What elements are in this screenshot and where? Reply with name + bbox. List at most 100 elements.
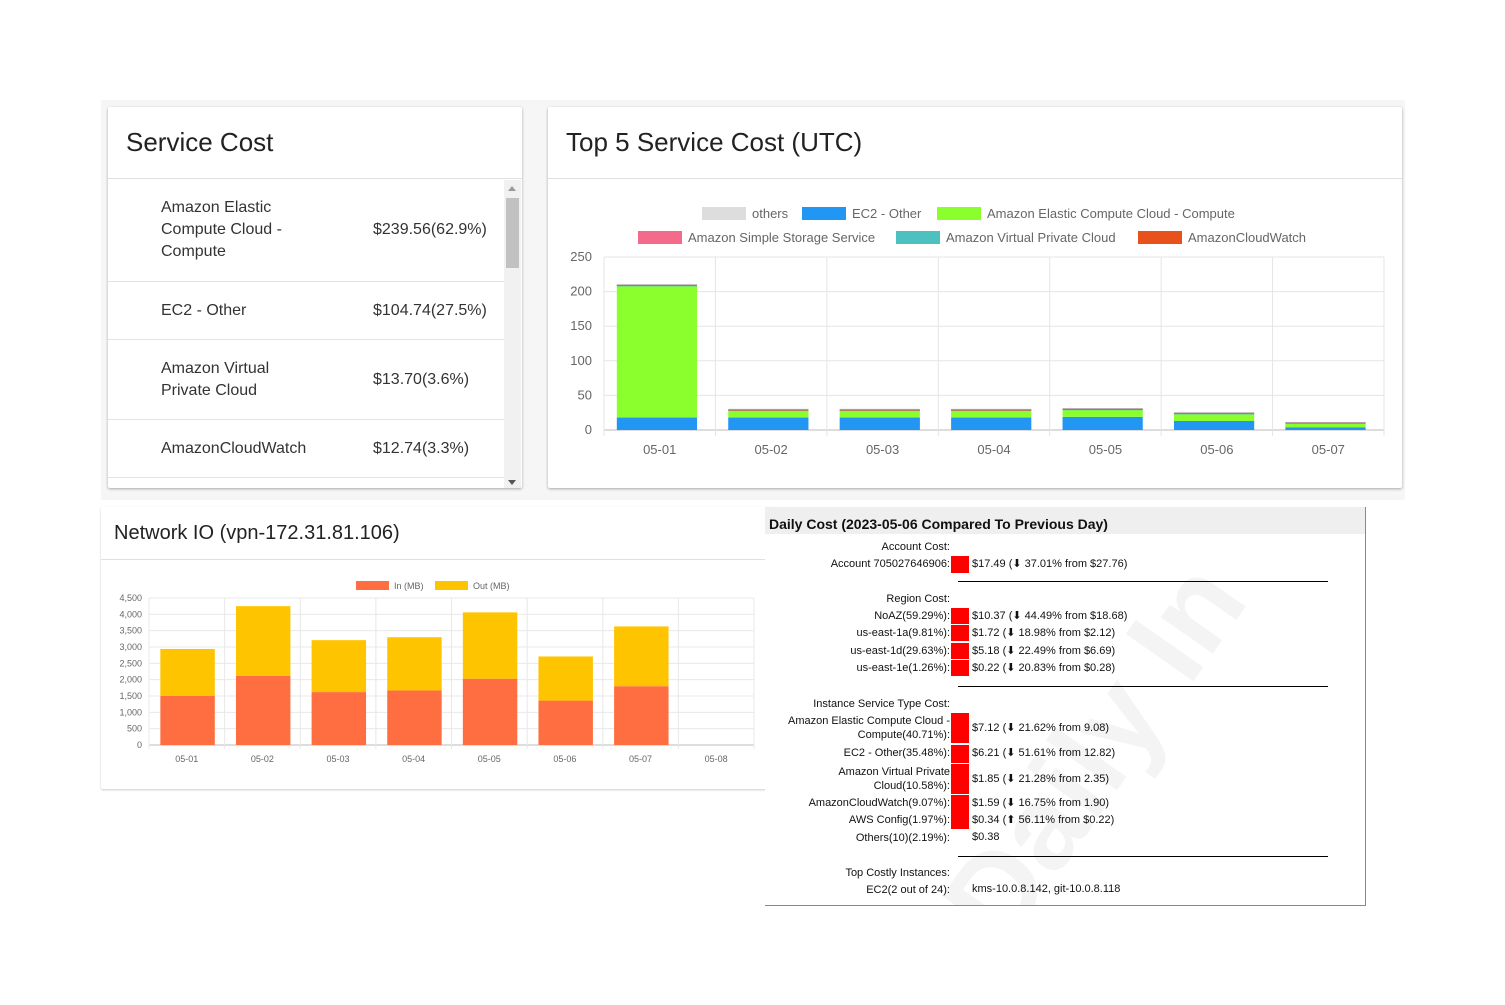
bar-segment[interactable] <box>311 692 367 745</box>
service-list-scrollbar[interactable] <box>504 180 521 488</box>
bar-segment[interactable] <box>538 700 593 745</box>
network-title: Network IO (vpn-172.31.81.106) <box>101 507 771 560</box>
bar-segment[interactable] <box>1173 413 1255 415</box>
bar-segment[interactable] <box>616 284 698 286</box>
legend-item[interactable]: Out (MB) <box>435 581 510 591</box>
service-name: Amazon Virtual Private Cloud <box>161 359 270 399</box>
bar-segment[interactable] <box>616 417 698 430</box>
scroll-up-icon[interactable] <box>508 186 516 191</box>
service-cost-list[interactable]: Amazon Elastic Compute Cloud - Compute $… <box>108 179 504 488</box>
bar-segment[interactable] <box>160 648 215 696</box>
x-tick-label: 05-04 <box>402 754 425 764</box>
bar-segment[interactable] <box>1173 421 1255 430</box>
service-value: $12.74(3.3%) <box>373 439 470 457</box>
cost-row-label: us-east-1a(9.81%): <box>856 627 950 639</box>
bar-segment[interactable] <box>462 612 518 679</box>
service-value: $104.74(27.5%) <box>373 301 487 319</box>
legend-item[interactable]: Amazon Simple Storage Service <box>638 230 875 245</box>
bar-segment[interactable] <box>235 606 291 676</box>
list-item[interactable]: AmazonCloudWatch $12.74(3.3%) <box>108 420 504 478</box>
cost-row-label: Amazon Elastic Compute Cloud - Compute(4… <box>787 715 950 741</box>
bar-segment[interactable] <box>1062 408 1143 410</box>
x-tick-label: 05-02 <box>755 442 788 457</box>
bar-segment[interactable] <box>728 408 809 410</box>
y-tick-label: 100 <box>570 353 592 368</box>
bar-segment[interactable] <box>728 410 809 418</box>
bar-segment[interactable] <box>235 675 291 745</box>
daily-title: Daily Cost (2023-05-06 Compared To Previ… <box>769 516 1108 532</box>
section-header: Top Costly Instances: <box>845 867 950 879</box>
network-io-card: Network IO (vpn-172.31.81.106) In (MB) Ou… <box>101 507 771 789</box>
bar-segment[interactable] <box>614 626 669 687</box>
bar-segment[interactable] <box>839 408 920 410</box>
legend-item[interactable]: Amazon Elastic Compute Cloud - Compute <box>937 206 1235 221</box>
section-divider <box>958 856 1328 857</box>
bar-segment[interactable] <box>839 410 920 418</box>
legend-item[interactable]: EC2 - Other <box>802 206 922 221</box>
bar-segment[interactable] <box>616 285 698 287</box>
x-tick-label: 05-03 <box>866 442 899 457</box>
bar-segment[interactable] <box>387 637 442 691</box>
legend-item[interactable]: others <box>702 206 789 221</box>
x-tick-label: 05-03 <box>327 754 350 764</box>
bar-segment[interactable] <box>951 408 1032 410</box>
legend-label: Amazon Elastic Compute Cloud - Compute <box>987 206 1235 221</box>
list-item[interactable]: EC2 - Other $104.74(27.5%) <box>108 282 504 340</box>
bar-segment[interactable] <box>728 417 809 430</box>
cost-row-value: $1.72 (⬇ 18.98% from $2.12) <box>972 627 1116 639</box>
list-item[interactable]: Amazon Elastic Compute Cloud - Compute $… <box>108 179 504 282</box>
cost-row-label: Account 705027646906: <box>830 558 950 570</box>
cost-indicator-bar <box>951 643 969 659</box>
bar-segment[interactable] <box>462 678 518 745</box>
bar-segment[interactable] <box>1062 409 1143 417</box>
bar-segment[interactable] <box>951 417 1032 430</box>
bar-segment[interactable] <box>614 686 669 745</box>
bar-segment[interactable] <box>839 409 920 411</box>
bar-segment[interactable] <box>1285 422 1366 424</box>
cost-indicator-bar <box>951 625 969 641</box>
cost-row-label: AmazonCloudWatch(9.07%): <box>808 797 950 809</box>
cost-row-label: Amazon Virtual Private Cloud(10.58%): <box>838 766 950 792</box>
x-tick-label: 05-01 <box>175 754 198 764</box>
y-tick-label: 1,500 <box>119 691 142 701</box>
bar-segment[interactable] <box>387 690 442 745</box>
y-tick-label: 0 <box>137 740 142 750</box>
bar-segment[interactable] <box>951 409 1032 411</box>
x-tick-label: 05-06 <box>553 754 576 764</box>
y-tick-label: 150 <box>570 318 592 333</box>
bar-segment[interactable] <box>1285 427 1366 430</box>
cost-row-label: Others(10)(2.19%): <box>855 832 950 844</box>
y-tick-label: 3,000 <box>119 642 142 652</box>
legend-label: Amazon Virtual Private Cloud <box>946 230 1116 245</box>
legend-item[interactable]: In (MB) <box>356 581 424 591</box>
bar-segment[interactable] <box>951 410 1032 418</box>
cost-indicator-bar <box>951 812 969 829</box>
y-tick-label: 3,500 <box>119 626 142 636</box>
cost-row-label: NoAZ(59.29%): <box>874 610 950 622</box>
top5-legend[interactable]: others EC2 - Other Amazon Elastic Compute … <box>638 206 1306 245</box>
legend-swatch <box>356 581 389 590</box>
cost-row-value: $0.34 (⬆ 56.11% from $0.22) <box>972 814 1115 826</box>
bar-segment[interactable] <box>1173 412 1255 414</box>
y-tick-label: 50 <box>578 387 592 402</box>
bar-segment[interactable] <box>616 286 698 418</box>
y-tick-label: 250 <box>570 249 592 264</box>
bar-segment[interactable] <box>839 417 920 430</box>
bar-segment[interactable] <box>538 656 593 701</box>
bar-segment[interactable] <box>1173 414 1255 422</box>
legend-item[interactable]: AmazonCloudWatch <box>1138 230 1306 245</box>
bar-segment[interactable] <box>1285 423 1366 428</box>
bar-segment[interactable] <box>728 409 809 411</box>
bar-segment[interactable] <box>160 696 215 745</box>
bar-segment[interactable] <box>1062 408 1143 410</box>
daily-cost-report: Daily Cost (2023-05-06 Compared To Previ… <box>765 507 1366 906</box>
bar-segment[interactable] <box>311 640 367 693</box>
scrollbar-thumb[interactable] <box>506 198 519 268</box>
legend-item[interactable]: Amazon Virtual Private Cloud <box>896 230 1116 245</box>
legend-swatch <box>802 207 846 220</box>
bar-segment[interactable] <box>1062 416 1143 430</box>
scroll-down-icon[interactable] <box>508 480 516 485</box>
list-item[interactable]: Amazon Virtual Private Cloud $13.70(3.6%… <box>108 340 504 420</box>
network-legend[interactable]: In (MB) Out (MB) <box>356 581 510 591</box>
cost-row-value: $0.38 <box>972 831 1000 843</box>
